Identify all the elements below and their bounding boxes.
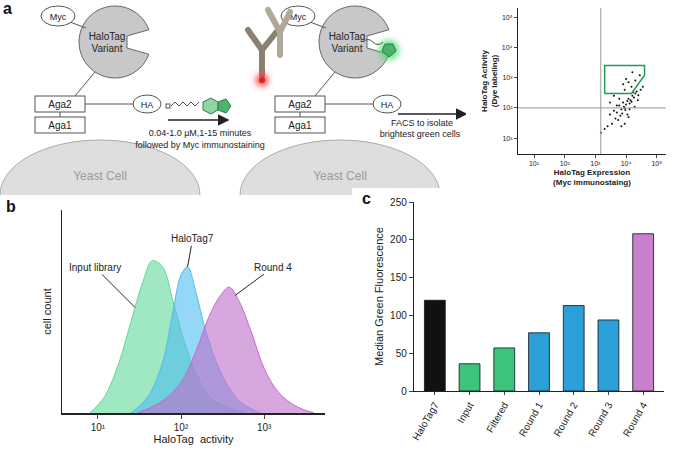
svg-text:10⁵: 10⁵ [502,14,513,21]
svg-text:Myc: Myc [289,12,307,22]
svg-text:HA: HA [381,100,394,110]
svg-text:Aga1: Aga1 [288,120,312,131]
svg-text:Round 2: Round 2 [551,400,580,439]
svg-text:10³: 10³ [590,160,601,167]
svg-text:HaloTag Expression(Myc immunos: HaloTag Expression(Myc immunostaing) [553,168,631,187]
svg-text:10¹: 10¹ [529,160,540,167]
svg-text:cell count: cell count [41,288,53,334]
svg-text:Variant: Variant [332,43,363,54]
svg-text:Input library: Input library [69,262,121,273]
svg-text:10³: 10³ [257,422,272,433]
svg-text:brightest green cells: brightest green cells [380,129,461,139]
svg-text:HaloTag: HaloTag [89,31,126,42]
svg-text:10²: 10² [560,160,571,167]
svg-text:Round 4: Round 4 [254,262,292,273]
svg-text:HaloTag7: HaloTag7 [171,233,214,244]
svg-text:0: 0 [401,386,407,397]
svg-text:Round 4: Round 4 [621,400,650,439]
svg-text:150: 150 [390,272,407,283]
svg-text:10²: 10² [502,104,513,111]
svg-text:Median Green Fluorescence: Median Green Fluorescence [373,227,385,366]
svg-text:50: 50 [396,348,408,359]
svg-text:Round 3: Round 3 [586,400,615,439]
svg-text:Yeast Cell: Yeast Cell [313,169,367,183]
svg-text:HaloTag7: HaloTag7 [410,400,441,442]
svg-text:10³: 10³ [502,74,513,81]
svg-text:200: 200 [390,234,407,245]
svg-text:HaloTag: HaloTag [329,31,366,42]
svg-text:Yeast Cell: Yeast Cell [73,169,127,183]
svg-text:Input: Input [455,400,476,425]
svg-text:Aga2: Aga2 [48,99,72,110]
svg-text:Aga1: Aga1 [48,120,72,131]
svg-text:10¹: 10¹ [502,135,513,142]
svg-text:10⁴: 10⁴ [621,160,632,167]
html-text:b: b [6,198,16,215]
svg-text:Round 1: Round 1 [517,400,546,439]
svg-text:10⁴: 10⁴ [502,44,513,51]
html-text:a: a [3,0,12,17]
svg-text:Myc: Myc [50,12,67,22]
svg-text:10²: 10² [174,422,189,433]
svg-text:10⁵: 10⁵ [651,160,662,167]
svg-text:250: 250 [390,197,407,208]
svg-text:HaloTag activity: HaloTag activity [153,433,234,445]
html-text:c: c [362,190,371,207]
svg-text:HA: HA [141,100,154,110]
svg-text:Filtered: Filtered [484,400,510,434]
svg-text:10¹: 10¹ [91,422,106,433]
svg-text:FACS to isolate: FACS to isolate [391,118,453,128]
svg-text:Aga2: Aga2 [288,99,312,110]
svg-text:followed by Myc immunostaining: followed by Myc immunostaining [135,140,265,150]
svg-text:0.04-1.0 µM,1-15 minutes: 0.04-1.0 µM,1-15 minutes [149,128,252,138]
svg-text:100: 100 [390,310,407,321]
svg-text:HaloTag Activity(Dye labeling): HaloTag Activity(Dye labeling) [480,50,499,112]
svg-text:Variant: Variant [92,43,123,54]
